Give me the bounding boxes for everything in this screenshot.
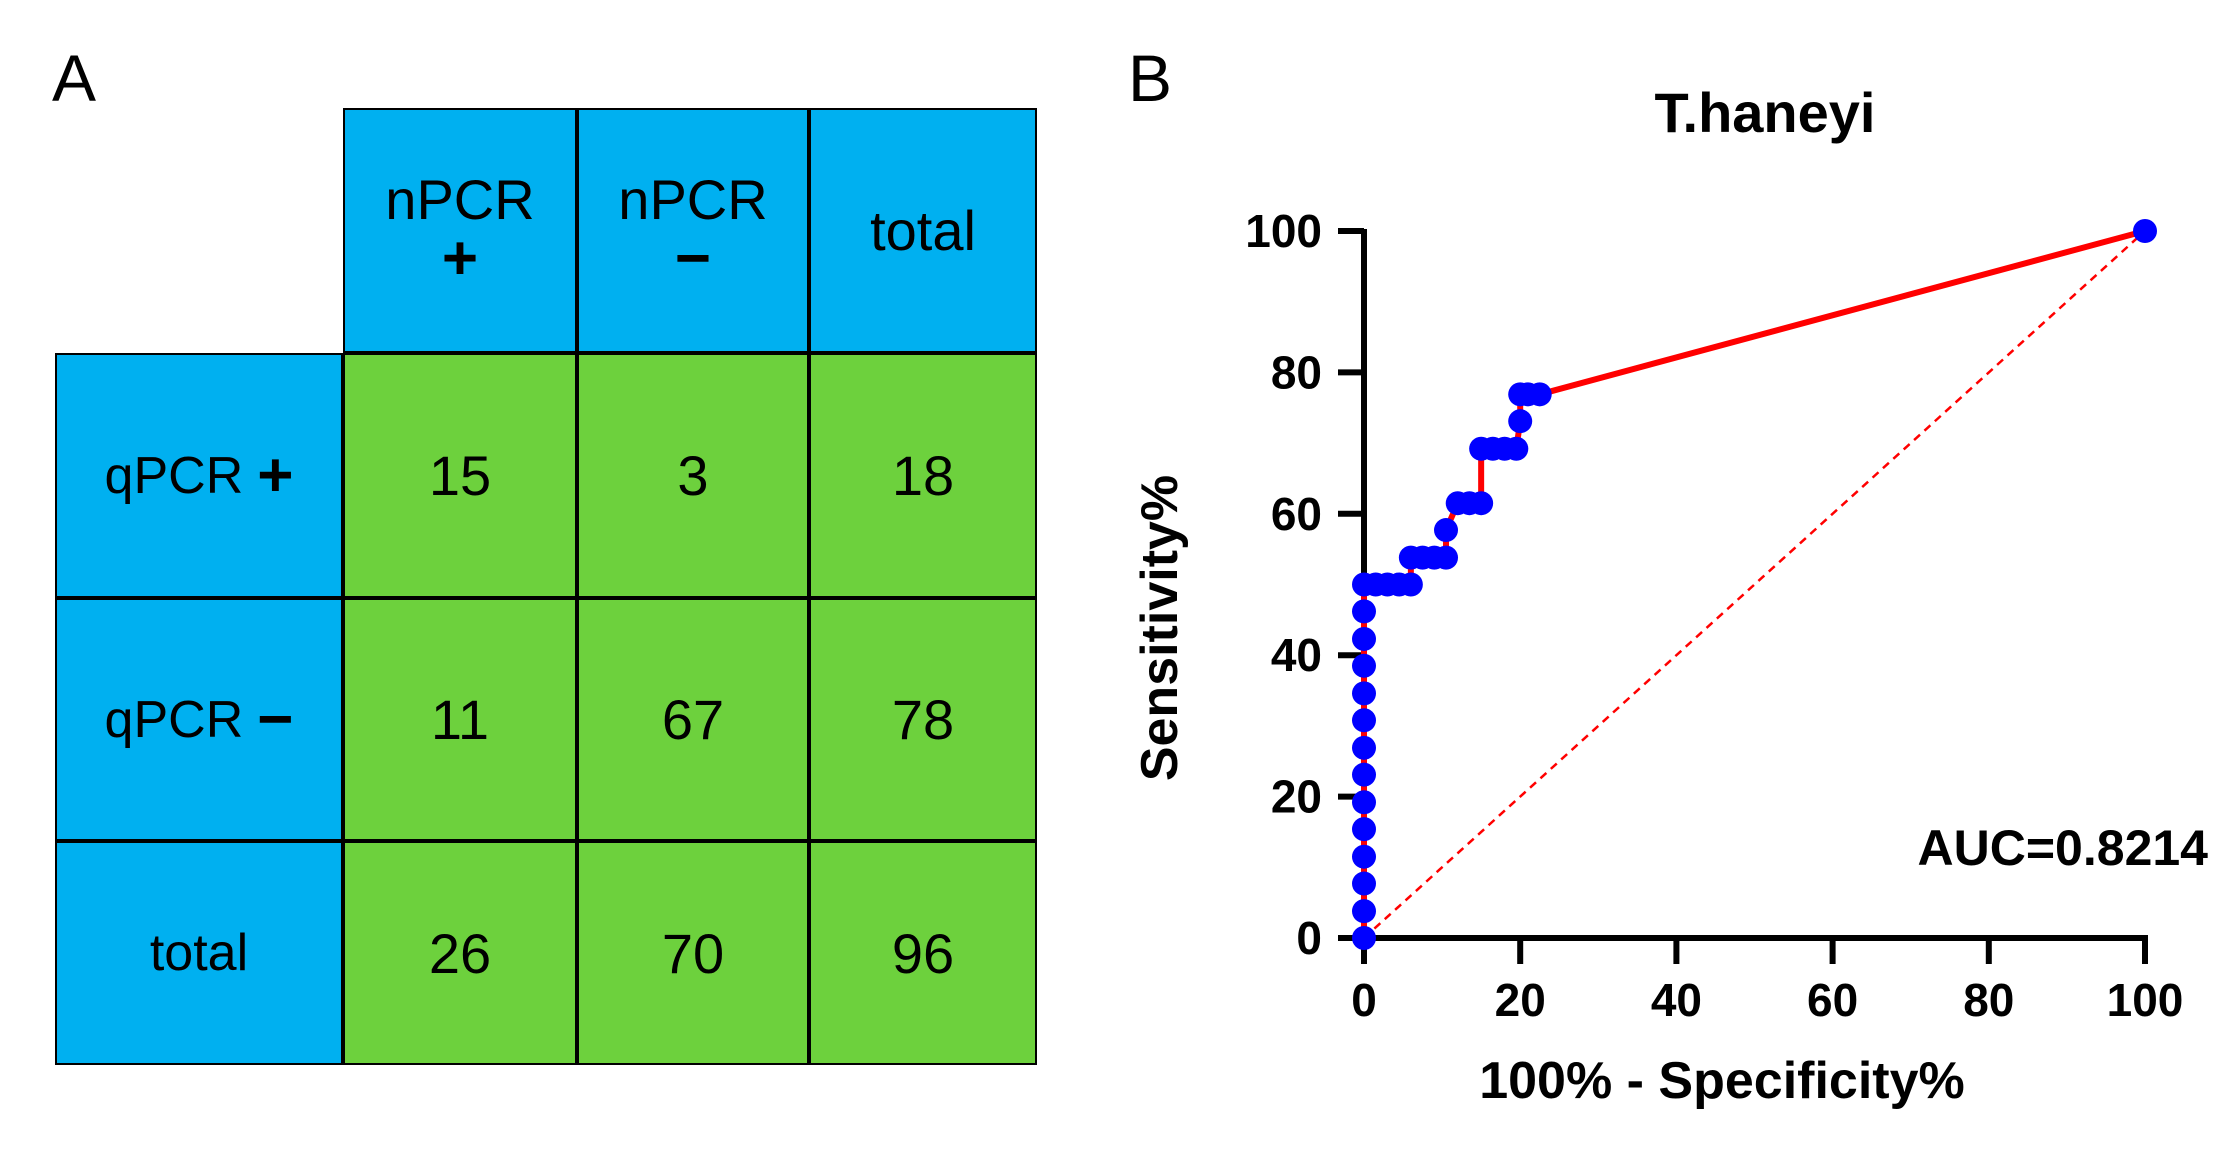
roc-point xyxy=(1398,572,1423,597)
y-axis-title: Sensitivity% xyxy=(1131,475,1189,781)
roc-point xyxy=(1352,708,1376,733)
table-cell: 96 xyxy=(809,841,1037,1065)
column-header-label: nPCR xyxy=(618,167,768,231)
table-cell-value: 70 xyxy=(661,921,725,985)
roc-point xyxy=(1504,436,1529,461)
roc-point xyxy=(1352,790,1376,815)
roc-point xyxy=(1352,926,1376,950)
chart-title: T.haneyi xyxy=(1655,81,1876,144)
roc-point xyxy=(1352,899,1376,924)
table-cell-value: 15 xyxy=(428,444,492,507)
panel-b-letter: B xyxy=(1128,41,1173,115)
roc-point xyxy=(1527,382,1552,407)
row-header-sign: + xyxy=(257,441,294,510)
y-tick-label: 100 xyxy=(1245,205,1322,257)
table-cell-value: 3 xyxy=(677,444,709,507)
column-header: total xyxy=(809,108,1037,353)
x-tick-label: 0 xyxy=(1351,974,1377,1026)
table-cell: 78 xyxy=(809,598,1037,841)
panel-a-letter: A xyxy=(52,41,97,115)
x-tick-label: 60 xyxy=(1807,974,1858,1026)
table-cell-value: 78 xyxy=(891,688,955,751)
table-cell-value: 11 xyxy=(430,688,490,751)
column-header-sign: − xyxy=(674,223,712,293)
table-cell: 11 xyxy=(343,598,577,841)
column-header-sign: + xyxy=(441,223,479,293)
roc-chart: T.haneyi 100% - Specificity% Sensitivity… xyxy=(1131,81,2209,1110)
column-header: nPCR − xyxy=(577,108,809,353)
y-tick-label: 20 xyxy=(1271,771,1322,823)
roc-point xyxy=(1469,491,1494,516)
roc-point xyxy=(1352,626,1376,651)
roc-point xyxy=(1508,409,1533,434)
roc-point xyxy=(1352,599,1376,624)
roc-point xyxy=(1352,817,1376,842)
table-cell: 67 xyxy=(577,598,809,841)
row-header: total xyxy=(55,841,343,1065)
x-tick-label: 100 xyxy=(2107,974,2184,1026)
y-tick-label: 40 xyxy=(1271,629,1322,681)
reference-diagonal-line xyxy=(1363,230,2146,939)
auc-label: AUC=0.8214 xyxy=(1918,820,2209,876)
x-axis-title: 100% - Specificity% xyxy=(1479,1052,1965,1110)
row-header-label: qPCR xyxy=(104,690,244,749)
roc-point xyxy=(1434,518,1459,543)
roc-point xyxy=(1352,735,1376,760)
x-tick-label: 40 xyxy=(1651,974,1702,1026)
y-tick-label: 80 xyxy=(1271,346,1322,398)
table-cell: 26 xyxy=(343,841,577,1065)
table-cell-value: 67 xyxy=(661,688,725,751)
roc-point xyxy=(1352,844,1376,869)
x-tick-label: 80 xyxy=(1963,974,2014,1026)
y-tick-label: 60 xyxy=(1271,488,1322,540)
roc-point xyxy=(1434,545,1459,570)
x-tick-label: 20 xyxy=(1495,974,1546,1026)
roc-point xyxy=(2133,219,2157,243)
table-cell-value: 96 xyxy=(891,921,955,985)
row-header-label: total xyxy=(149,924,249,982)
column-header-label: total xyxy=(870,199,976,262)
table-cell: 70 xyxy=(577,841,809,1065)
column-header: nPCR + xyxy=(343,108,577,353)
table-cell: 3 xyxy=(577,353,809,598)
column-header-label: nPCR xyxy=(385,167,535,231)
table-cell: 15 xyxy=(343,353,577,598)
row-header-label: qPCR xyxy=(104,446,244,505)
roc-point xyxy=(1352,871,1376,896)
table-cell-value: 18 xyxy=(891,444,955,507)
row-header: qPCR − xyxy=(55,598,343,841)
roc-point xyxy=(1352,762,1376,787)
roc-point xyxy=(1352,653,1376,678)
row-header-sign: − xyxy=(257,685,294,754)
table-cell: 18 xyxy=(809,353,1037,598)
roc-point xyxy=(1352,681,1376,706)
row-header: qPCR + xyxy=(55,353,343,598)
y-tick-label: 0 xyxy=(1296,912,1322,964)
table-cell-value: 26 xyxy=(428,921,492,985)
